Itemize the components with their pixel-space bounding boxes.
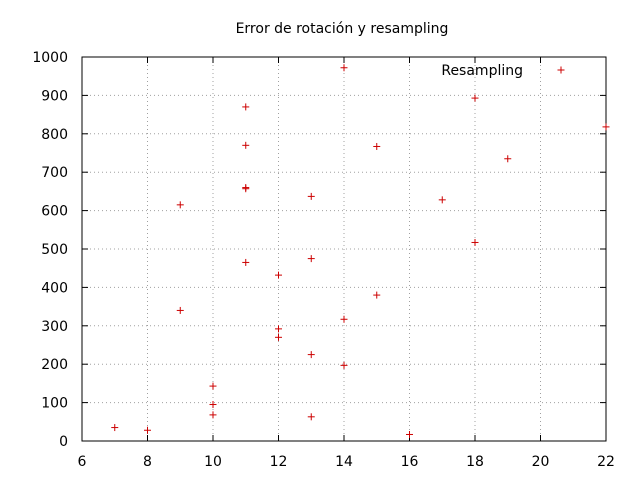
data-point bbox=[504, 155, 512, 163]
data-points bbox=[111, 64, 610, 438]
data-point bbox=[307, 413, 315, 421]
data-point bbox=[176, 201, 184, 209]
data-point bbox=[307, 192, 315, 200]
data-point bbox=[373, 142, 381, 150]
data-point bbox=[242, 258, 250, 266]
chart-title: Error de rotación y resampling bbox=[236, 21, 449, 37]
x-tick-label: 20 bbox=[532, 454, 550, 470]
x-tick-label: 6 bbox=[78, 454, 87, 470]
data-point bbox=[373, 291, 381, 299]
data-point bbox=[340, 315, 348, 323]
data-point bbox=[602, 123, 610, 131]
axes: 6 8 10 12 14 16 18 20 22 0 100 200 300 400 500 600 700 80… bbox=[32, 50, 615, 470]
data-point bbox=[242, 103, 250, 111]
grid bbox=[82, 57, 606, 441]
x-tick-label: 16 bbox=[401, 454, 419, 470]
data-point bbox=[307, 351, 315, 359]
y-tick-label: 300 bbox=[41, 319, 68, 335]
data-point bbox=[242, 185, 250, 193]
data-point bbox=[209, 401, 217, 409]
x-tick-label: 12 bbox=[270, 454, 288, 470]
x-tick-label: 22 bbox=[597, 454, 615, 470]
data-point bbox=[471, 238, 479, 246]
y-tick-label: 100 bbox=[41, 396, 68, 412]
data-point bbox=[307, 255, 315, 263]
data-point bbox=[275, 271, 282, 279]
data-point bbox=[438, 196, 446, 204]
y-tick-label: 900 bbox=[41, 88, 68, 104]
x-tick-label: 18 bbox=[466, 454, 484, 470]
legend: Resampling bbox=[441, 63, 565, 79]
y-tick-label: 500 bbox=[41, 242, 68, 258]
x-tick-label: 14 bbox=[335, 454, 353, 470]
data-point bbox=[340, 64, 348, 72]
data-point bbox=[176, 306, 184, 314]
data-point bbox=[209, 382, 217, 390]
data-point bbox=[242, 141, 250, 149]
data-point bbox=[275, 325, 282, 333]
x-tick-label: 8 bbox=[143, 454, 152, 470]
y-tick-label: 200 bbox=[41, 357, 68, 373]
data-point bbox=[111, 424, 119, 432]
legend-marker bbox=[557, 66, 565, 74]
x-tick-label: 10 bbox=[204, 454, 222, 470]
legend-label: Resampling bbox=[441, 63, 523, 79]
data-point bbox=[144, 426, 151, 434]
y-tick-label: 800 bbox=[41, 127, 68, 143]
data-point bbox=[471, 94, 479, 102]
y-tick-label: 600 bbox=[41, 204, 68, 220]
y-tick-label: 700 bbox=[41, 165, 68, 181]
data-point bbox=[209, 411, 217, 419]
data-point bbox=[340, 361, 348, 369]
data-point bbox=[406, 430, 413, 438]
y-tick-label: 1000 bbox=[32, 50, 68, 66]
data-point bbox=[275, 333, 282, 341]
y-tick-label: 0 bbox=[59, 434, 68, 450]
y-tick-label: 400 bbox=[41, 280, 68, 296]
